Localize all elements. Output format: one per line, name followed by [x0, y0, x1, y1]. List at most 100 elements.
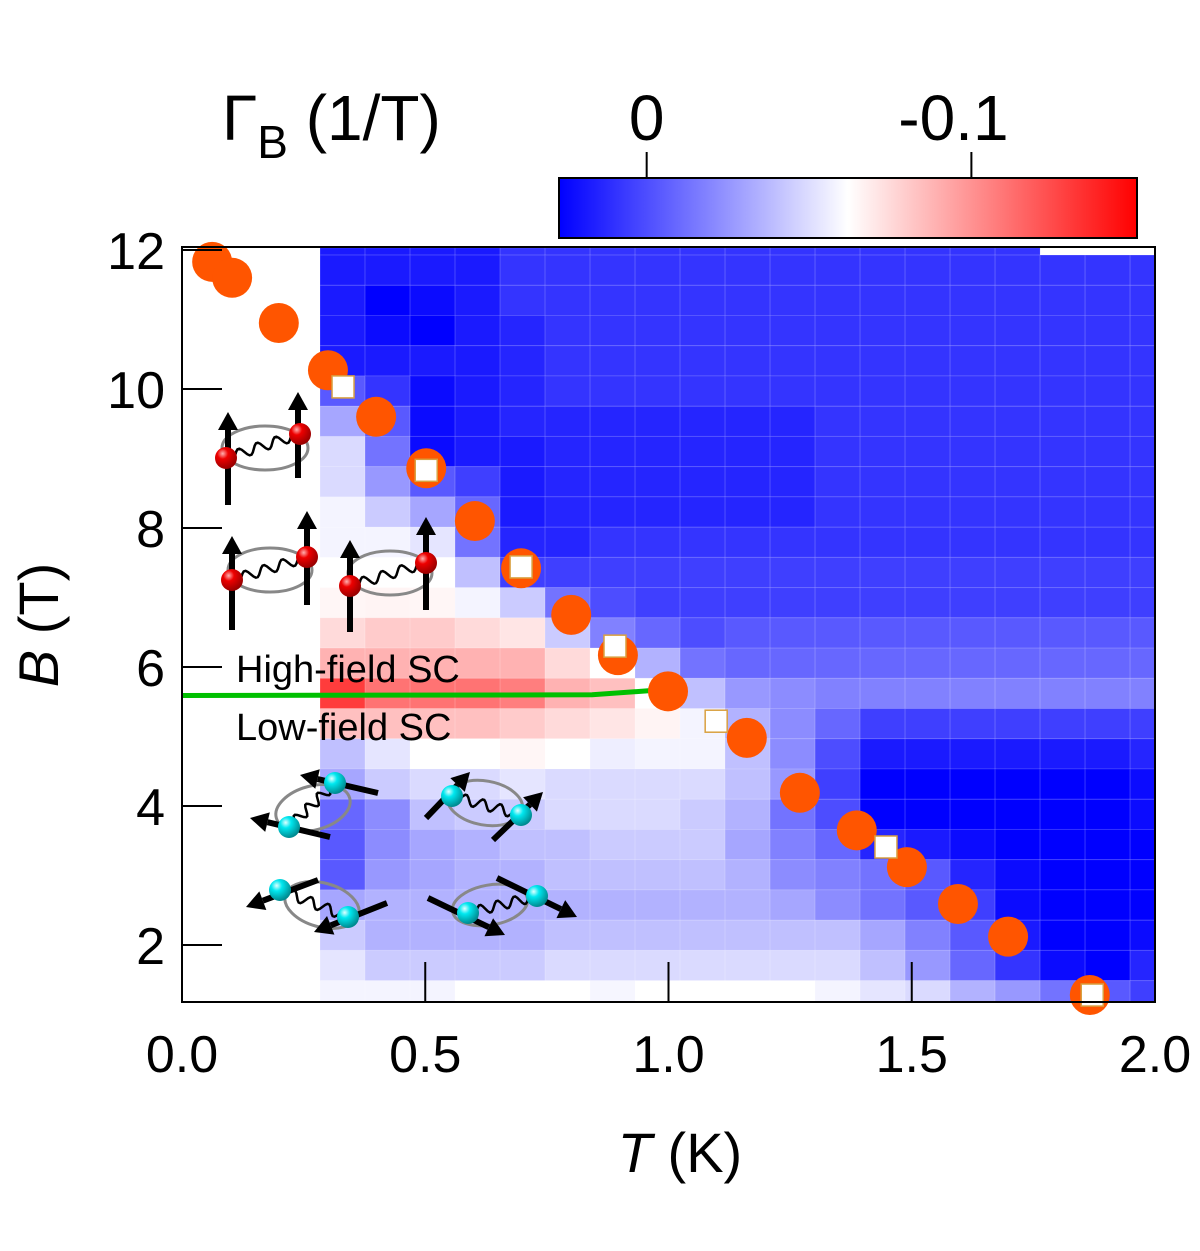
- heatmap-cell: [544, 526, 591, 558]
- heatmap-cell: [1039, 768, 1086, 800]
- heatmap-cell: [634, 284, 681, 317]
- heatmap-cell: [949, 526, 996, 558]
- heatmap-cell: [589, 345, 636, 377]
- colorbar-tick-label: 0: [629, 82, 665, 154]
- heatmap-cell: [319, 284, 366, 317]
- heatmap-cell: [994, 375, 1041, 407]
- heatmap-cell: [949, 284, 996, 317]
- x-tick-label: 0.0: [146, 1026, 218, 1084]
- heatmap-cell: [589, 526, 636, 558]
- heatmap-cell: [364, 647, 411, 679]
- x-tick-label: 0.5: [389, 1026, 461, 1084]
- heatmap-cell: [499, 949, 546, 982]
- heatmap-cell: [409, 315, 456, 347]
- heatmap-cell: [949, 587, 996, 619]
- heatmap-cell: [409, 405, 456, 437]
- data-markers: [192, 241, 1110, 1016]
- heatmap-cell: [409, 980, 456, 1003]
- heatmap-cell: [409, 617, 456, 649]
- heatmap-cell: [769, 980, 816, 1003]
- heatmap-cell: [814, 677, 861, 710]
- electron-ball-icon: [278, 816, 300, 838]
- heatmap-cell: [1129, 828, 1156, 861]
- heatmap-cell: [679, 919, 726, 951]
- heatmap-cell: [544, 315, 591, 347]
- heatmap-cell: [679, 738, 726, 770]
- arrow-head-icon: [340, 540, 360, 558]
- heatmap-cell: [634, 738, 681, 770]
- heatmap-cell: [994, 859, 1041, 891]
- heatmap-cell: [1039, 859, 1086, 891]
- heatmap-cell: [499, 254, 546, 286]
- heatmap-cell: [814, 556, 861, 589]
- heatmap-cell: [814, 315, 861, 347]
- heatmap-cell: [364, 980, 411, 1003]
- colorbar-title: ΓB (1/T): [222, 82, 441, 168]
- heatmap-cell: [634, 617, 681, 649]
- square-marker: [1080, 983, 1104, 1007]
- heatmap-cell: [1039, 405, 1086, 437]
- heatmap-cell: [769, 647, 816, 679]
- heatmap-cell: [949, 556, 996, 589]
- heatmap-cell: [364, 247, 411, 256]
- heatmap-cell: [634, 919, 681, 951]
- heatmap-cell: [994, 889, 1041, 921]
- heatmap-cell: [364, 496, 411, 528]
- heatmap-cell: [1084, 798, 1131, 830]
- heatmap-cell: [949, 919, 996, 951]
- heatmap-cell: [499, 647, 546, 679]
- heatmap-cell: [679, 647, 726, 679]
- heatmap-cell: [814, 254, 861, 286]
- heatmap-cell: [454, 708, 501, 740]
- heatmap-cell: [499, 405, 546, 437]
- heatmap-cell: [724, 889, 771, 921]
- heatmap-cell: [1039, 828, 1086, 861]
- heatmap-cell: [364, 466, 411, 498]
- heatmap-cell: [949, 315, 996, 347]
- heatmap-cell: [994, 617, 1041, 649]
- heatmap-cell: [319, 435, 366, 468]
- heatmap-cell: [904, 315, 951, 347]
- arrow-head-icon: [450, 772, 470, 792]
- heatmap-cell: [589, 980, 636, 1003]
- arrow-head-icon: [222, 536, 242, 554]
- heatmap-cell: [409, 375, 456, 407]
- x-axis-title: T (K): [618, 1121, 742, 1184]
- y-tick-label: 10: [107, 362, 165, 420]
- arrow-head-icon: [416, 517, 436, 535]
- heatmap-cell: [589, 949, 636, 982]
- heatmap-cell: [544, 828, 591, 861]
- heatmap-cell: [634, 315, 681, 347]
- heatmap-cell: [454, 405, 501, 437]
- y-axis-title: B (T): [7, 563, 70, 687]
- heatmap-cell: [1039, 496, 1086, 528]
- heatmap-cell: [589, 859, 636, 891]
- heatmap-cell: [679, 828, 726, 861]
- heatmap-cell: [904, 768, 951, 800]
- heatmap-cell: [1129, 798, 1156, 830]
- heatmap-cell: [634, 889, 681, 921]
- heatmap-cell: [544, 708, 591, 740]
- heatmap-cell: [634, 247, 681, 256]
- heatmap-cell: [364, 949, 411, 982]
- heatmap-cell: [949, 345, 996, 377]
- circle-marker: [212, 257, 253, 298]
- heatmap-cell: [634, 949, 681, 982]
- heatmap-cell: [1084, 496, 1131, 528]
- heatmap-cell: [544, 375, 591, 407]
- heatmap-cell: [679, 405, 726, 437]
- heatmap-cell: [904, 617, 951, 649]
- heatmap-cell: [949, 254, 996, 286]
- heatmap-cell: [949, 677, 996, 710]
- heatmap-cell: [1084, 647, 1131, 679]
- heatmap-cell: [634, 708, 681, 740]
- heatmap-cell: [724, 254, 771, 286]
- heatmap-cell: [1129, 647, 1156, 679]
- heatmap-cell: [859, 435, 906, 468]
- heatmap-cell: [679, 247, 726, 256]
- heatmap-cell: [859, 375, 906, 407]
- heatmap-cell: [769, 556, 816, 589]
- heatmap-cell: [1039, 284, 1086, 317]
- heatmap-cell: [499, 247, 546, 256]
- heatmap-cell: [364, 284, 411, 317]
